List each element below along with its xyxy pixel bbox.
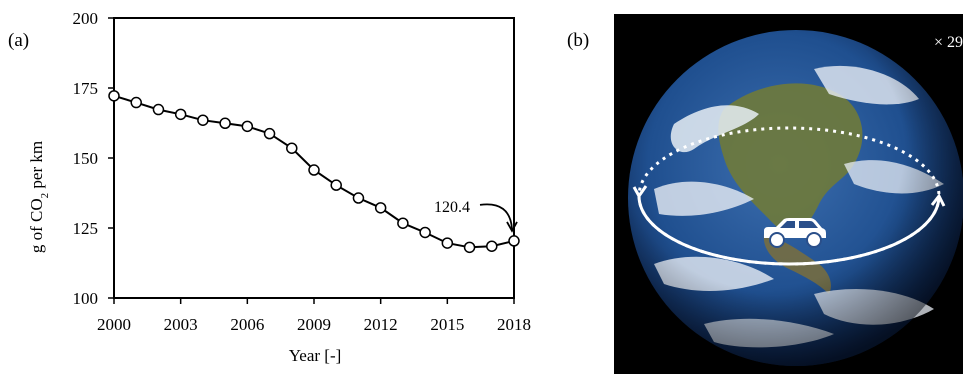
data-point	[197, 114, 209, 126]
arrow-right-icon	[930, 193, 946, 207]
y-tick-label: 200	[73, 9, 99, 28]
globe	[628, 30, 963, 366]
data-point	[441, 237, 454, 249]
axes: 100 125 150 175 200 2000 2003 2006 2009 2012 2015 2…	[73, 9, 532, 334]
panel-label-a: (a)	[8, 30, 30, 51]
x-tick-label: 2003	[164, 315, 198, 334]
x-tick-label: 2009	[297, 315, 331, 334]
data-point	[419, 226, 431, 239]
data-point	[263, 127, 276, 140]
data-point	[108, 90, 120, 102]
data-point	[352, 192, 365, 204]
x-tick-label: 2000	[97, 315, 131, 334]
x-tick-label: 2018	[497, 315, 531, 334]
annotation-label: 120.4	[434, 199, 470, 216]
earth-illustration	[628, 30, 963, 366]
series-co2	[108, 90, 520, 254]
data-point	[152, 103, 165, 116]
data-point	[463, 241, 476, 254]
data-point	[174, 108, 187, 121]
data-point	[486, 240, 498, 252]
plot-frame	[113, 17, 515, 299]
co2-line-chart: 100 125 150 175 200 2000 2003 2006 2009 2012 2015 2…	[27, 9, 532, 365]
x-tick-label: 2012	[364, 315, 398, 334]
y-axis-title: g of CO2 per km	[27, 141, 51, 253]
y-tick-label: 175	[73, 79, 99, 98]
x-tick-label: 2006	[230, 315, 264, 334]
y-tick-label: 125	[73, 219, 99, 238]
data-point	[130, 96, 142, 109]
y-tick-label: 100	[73, 289, 99, 308]
x-tick-label: 2015	[430, 315, 464, 334]
multiplier-label: × 29	[933, 34, 963, 51]
data-point	[508, 235, 520, 247]
earth-image: × 29	[614, 14, 963, 374]
panel-label-b: (b)	[567, 30, 590, 51]
y-tick-label: 150	[73, 149, 99, 168]
data-point	[219, 117, 231, 130]
x-axis-title: Year [-]	[289, 346, 342, 365]
orbit-solid-arc	[637, 195, 941, 266]
data-point	[286, 142, 298, 154]
arrow-left-icon	[632, 185, 648, 199]
data-point	[397, 217, 409, 229]
annotation-arrow	[479, 203, 513, 229]
data-point	[308, 164, 320, 176]
data-point	[241, 120, 254, 133]
data-point	[374, 202, 387, 214]
annotation-arrowhead	[506, 221, 518, 233]
data-point	[330, 179, 342, 191]
car-icon	[764, 218, 826, 248]
annotation: 120.4	[434, 199, 518, 233]
